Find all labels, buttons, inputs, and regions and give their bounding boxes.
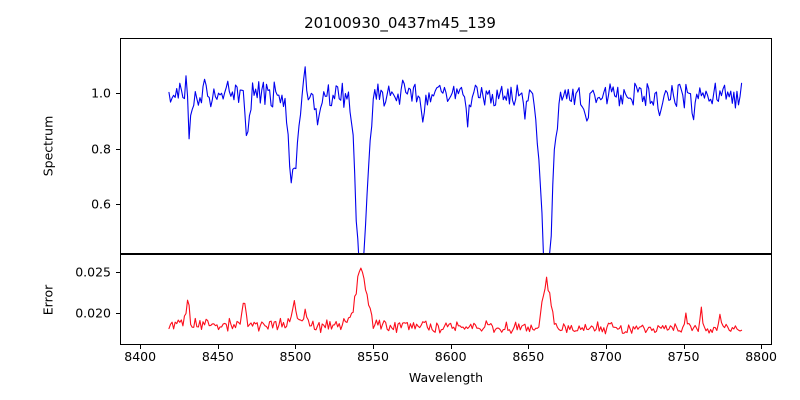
x-tick-label: 8800 — [745, 349, 777, 364]
x-tick-mark — [450, 345, 452, 349]
x-tick-label: 8450 — [201, 349, 234, 364]
spectrum-y-tick-mark — [116, 93, 120, 95]
x-tick-mark — [605, 345, 607, 349]
spectrum-y-tick-label: 0.6 — [91, 196, 111, 212]
x-axis-label: Wavelength — [408, 370, 484, 385]
spectrum-line — [169, 67, 742, 253]
error-plot-area — [121, 255, 771, 344]
x-tick-mark — [295, 345, 297, 349]
x-tick-label: 8550 — [357, 349, 389, 364]
spectrum-plot-area — [121, 39, 771, 253]
error-y-tick-label: 0.025 — [75, 264, 111, 280]
spectrum-y-tick-label: 0.8 — [91, 141, 111, 157]
spectrum-y-tick-label: 1.0 — [91, 85, 111, 101]
figure-title: 20100930_0437m45_139 — [304, 14, 496, 32]
error-y-tick-mark — [116, 271, 120, 273]
x-tick-label: 8650 — [512, 349, 545, 364]
spectrum-y-tick-mark — [116, 148, 120, 150]
spectrum-y-tick-mark — [116, 204, 120, 206]
x-tick-mark — [528, 345, 530, 349]
x-tick-label: 8600 — [434, 349, 467, 364]
error-y-tick-label: 0.020 — [75, 305, 111, 320]
error-line — [169, 268, 742, 334]
x-tick-mark — [761, 345, 763, 349]
x-tick-mark — [217, 345, 219, 349]
error-panel — [120, 254, 772, 345]
x-tick-label: 8400 — [124, 349, 157, 364]
x-tick-label: 8500 — [279, 349, 312, 364]
error-y-tick-mark — [116, 312, 120, 314]
x-tick-mark — [140, 345, 142, 349]
x-tick-label: 8700 — [589, 349, 622, 364]
spectrum-panel — [120, 38, 772, 254]
x-tick-label: 8750 — [667, 349, 700, 364]
x-tick-mark — [683, 345, 685, 349]
x-tick-mark — [373, 345, 375, 349]
